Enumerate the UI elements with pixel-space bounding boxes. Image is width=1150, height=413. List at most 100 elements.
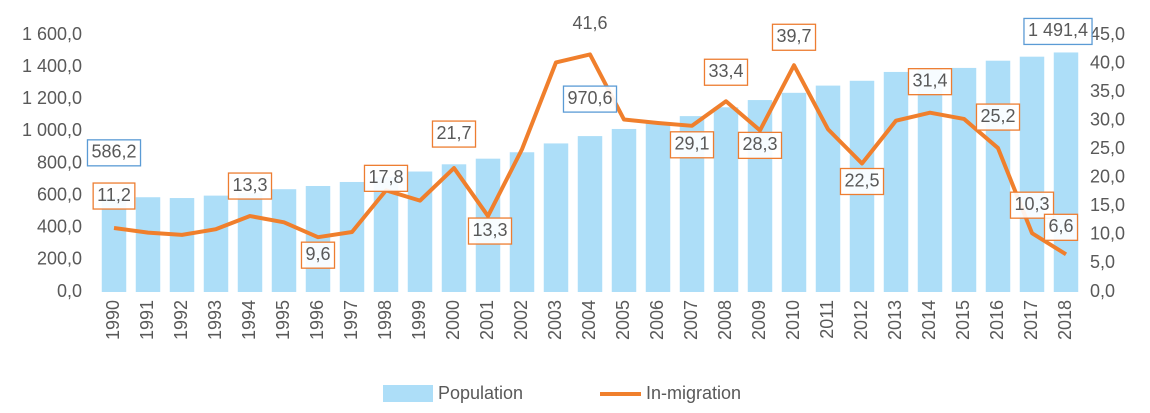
data-label: 28,3 xyxy=(742,134,777,154)
label-box xyxy=(771,23,817,51)
bar xyxy=(577,136,603,292)
label-box xyxy=(703,58,749,86)
y2-tick-label: 0,0 xyxy=(1090,281,1115,301)
data-label: 586,2 xyxy=(91,142,136,162)
x-tick-label: 2006 xyxy=(647,300,667,340)
x-tick-label: 1991 xyxy=(137,300,157,340)
y2-tick-label: 25,0 xyxy=(1090,138,1125,158)
x-tick-label: 2014 xyxy=(919,300,939,340)
data-label: 41,6 xyxy=(572,13,607,33)
legend-swatch xyxy=(383,385,433,402)
bar xyxy=(713,107,739,292)
x-tick-label: 2003 xyxy=(545,300,565,340)
bar xyxy=(951,67,977,292)
x-tick-label: 2016 xyxy=(987,300,1007,340)
y2-tick-label: 40,0 xyxy=(1090,52,1125,72)
bar xyxy=(509,152,535,292)
x-tick-label: 1995 xyxy=(273,300,293,340)
bar xyxy=(815,85,841,292)
y2-tick-label: 15,0 xyxy=(1090,195,1125,215)
x-tick-label: 2012 xyxy=(851,300,871,340)
x-tick-label: 1996 xyxy=(307,300,327,340)
y-tick-label: 800,0 xyxy=(37,152,82,172)
data-label: 10,3 xyxy=(1014,194,1049,214)
label-box xyxy=(86,139,142,167)
data-label: 22,5 xyxy=(844,170,879,190)
label-box xyxy=(1043,213,1079,241)
data-label: 6,6 xyxy=(1048,216,1073,236)
label-box xyxy=(300,241,336,269)
bar xyxy=(441,164,467,292)
x-tick-label: 2008 xyxy=(715,300,735,340)
x-tick-label: 2013 xyxy=(885,300,905,340)
data-label: 33,4 xyxy=(708,61,743,81)
x-tick-label: 2007 xyxy=(681,300,701,340)
y-tick-label: 0,0 xyxy=(57,281,82,301)
label-box xyxy=(975,103,1021,131)
label-box xyxy=(737,131,783,160)
data-label: 1 491,4 xyxy=(1028,20,1088,40)
data-label: 25,2 xyxy=(980,106,1015,126)
y2-tick-label: 30,0 xyxy=(1090,109,1125,129)
bar xyxy=(271,189,297,292)
y2-tick-label: 45,0 xyxy=(1090,24,1125,44)
x-tick-label: 1990 xyxy=(103,300,123,340)
data-label: 29,1 xyxy=(674,134,709,154)
y-tick-label: 1 000,0 xyxy=(22,120,82,140)
y2-tick-label: 5,0 xyxy=(1090,252,1115,272)
label-box xyxy=(562,85,618,113)
bar xyxy=(985,60,1011,293)
x-tick-label: 2017 xyxy=(1021,300,1041,340)
x-tick-label: 2009 xyxy=(749,300,769,340)
legend-label: Population xyxy=(438,383,523,403)
bar xyxy=(373,177,399,292)
data-label: 970,6 xyxy=(567,88,612,108)
y-tick-label: 600,0 xyxy=(37,184,82,204)
y2-tick-label: 10,0 xyxy=(1090,224,1125,244)
bar xyxy=(1019,56,1045,293)
x-tick-label: 1997 xyxy=(341,300,361,340)
bar xyxy=(543,143,569,292)
y2-tick-label: 20,0 xyxy=(1090,167,1125,187)
x-tick-label: 2001 xyxy=(477,300,497,340)
x-tick-label: 1994 xyxy=(239,300,259,340)
x-tick-label: 2010 xyxy=(783,300,803,340)
label-box xyxy=(467,217,513,245)
y-tick-label: 1 600,0 xyxy=(22,24,82,44)
label-box xyxy=(1023,17,1093,46)
data-label: 39,7 xyxy=(776,26,811,46)
label-box xyxy=(1009,191,1055,219)
bar xyxy=(781,92,807,292)
y-tick-label: 1 400,0 xyxy=(22,56,82,76)
bar xyxy=(101,197,127,292)
y-tick-label: 400,0 xyxy=(37,217,82,237)
line xyxy=(113,52,1068,257)
y-tick-label: 200,0 xyxy=(37,249,82,269)
label-box xyxy=(431,120,477,148)
bar xyxy=(407,171,433,292)
bar xyxy=(883,71,909,292)
data-label: 31,4 xyxy=(912,70,947,90)
data-label: 9,6 xyxy=(305,244,330,264)
bar xyxy=(339,181,365,292)
label-box xyxy=(669,131,715,159)
x-tick-label: 2018 xyxy=(1055,300,1075,340)
x-tick-label: 1992 xyxy=(171,300,191,340)
label-box xyxy=(227,172,273,200)
label-box xyxy=(92,182,136,210)
y-tick-label: 1 200,0 xyxy=(22,88,82,108)
x-tick-label: 1998 xyxy=(375,300,395,340)
bar xyxy=(611,128,637,292)
bar xyxy=(237,193,263,292)
data-label: 21,7 xyxy=(436,123,471,143)
label-box xyxy=(363,164,409,192)
bar xyxy=(135,197,161,292)
x-tick-label: 1993 xyxy=(205,300,225,340)
x-tick-label: 2015 xyxy=(953,300,973,340)
bar xyxy=(169,198,195,292)
data-label: 13,3 xyxy=(232,175,267,195)
bar xyxy=(917,68,943,292)
x-tick-label: 2011 xyxy=(817,300,837,339)
label-box xyxy=(839,167,885,196)
x-tick-label: 2000 xyxy=(443,300,463,340)
